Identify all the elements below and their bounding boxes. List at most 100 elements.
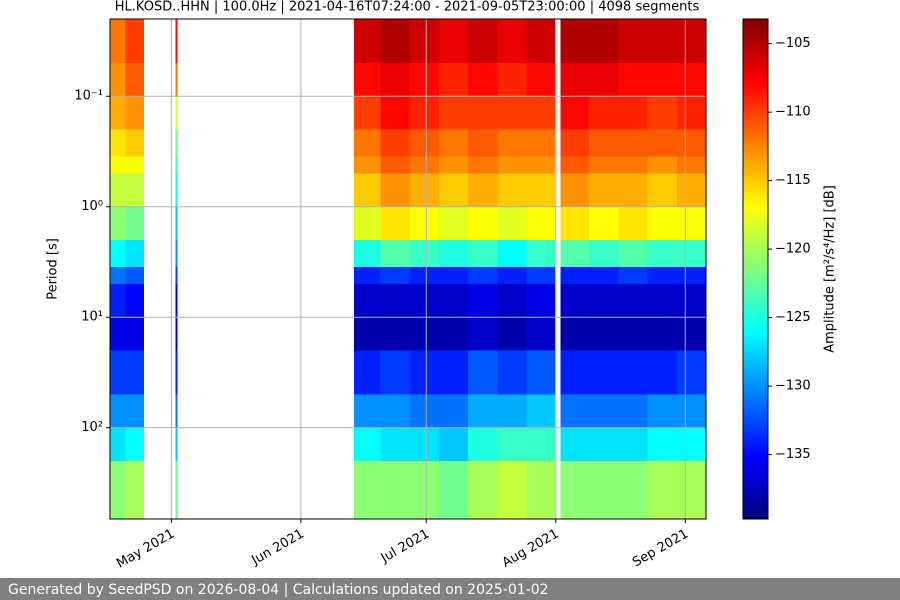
heatmap bbox=[110, 19, 706, 519]
heatmap-cell bbox=[380, 62, 410, 97]
heatmap-cell bbox=[438, 350, 469, 395]
heatmap-cell bbox=[380, 19, 410, 63]
heatmap-cell bbox=[438, 460, 469, 519]
heatmap-cell bbox=[175, 156, 178, 174]
heatmap-cell bbox=[589, 156, 619, 174]
heatmap-cell bbox=[676, 283, 706, 318]
heatmap-cell bbox=[125, 206, 145, 240]
heatmap-cell bbox=[526, 173, 556, 207]
heatmap-cell bbox=[589, 427, 619, 461]
heatmap-cell bbox=[468, 350, 498, 395]
heatmap-cell bbox=[618, 427, 648, 461]
heatmap-cell bbox=[380, 350, 410, 395]
heatmap-cell bbox=[380, 129, 410, 157]
heatmap-cell bbox=[409, 460, 439, 519]
heatmap-cell bbox=[647, 427, 677, 461]
x-tick-label: Aug 2021 bbox=[500, 527, 562, 571]
heatmap-cell bbox=[589, 129, 619, 157]
heatmap-cell bbox=[125, 96, 145, 130]
heatmap-cell bbox=[409, 350, 439, 395]
heatmap-cell bbox=[125, 394, 145, 428]
heatmap-cell bbox=[468, 206, 498, 240]
heatmap-cell bbox=[560, 96, 590, 130]
heatmap-cell bbox=[647, 317, 677, 351]
heatmap-cell bbox=[409, 206, 439, 240]
heatmap-cell bbox=[438, 156, 469, 174]
heatmap-cell bbox=[125, 317, 145, 351]
footer-bar bbox=[0, 578, 900, 600]
heatmap-cell bbox=[560, 394, 590, 428]
heatmap-cell bbox=[676, 173, 706, 207]
heatmap-cell bbox=[676, 460, 706, 519]
heatmap-cell bbox=[618, 129, 648, 157]
heatmap-cell bbox=[618, 394, 648, 428]
colorbar bbox=[742, 18, 769, 520]
heatmap-cell bbox=[468, 62, 498, 97]
heatmap-cell bbox=[676, 19, 706, 63]
heatmap-cell bbox=[353, 19, 381, 63]
heatmap-cell bbox=[380, 460, 410, 519]
heatmap-cell bbox=[353, 283, 381, 318]
heatmap-cell bbox=[468, 96, 498, 130]
heatmap-cell bbox=[497, 19, 527, 63]
heatmap-cell bbox=[409, 62, 439, 97]
heatmap-cell bbox=[618, 239, 648, 267]
heatmap-cell bbox=[438, 96, 469, 130]
heatmap-cell bbox=[468, 173, 498, 207]
heatmap-cell bbox=[353, 96, 381, 130]
heatmap-cell bbox=[647, 156, 677, 174]
heatmap-cell bbox=[175, 394, 178, 428]
heatmap-cell bbox=[468, 266, 498, 284]
heatmap-cell bbox=[497, 96, 527, 130]
heatmap-cell bbox=[353, 173, 381, 207]
heatmap-cell bbox=[497, 62, 527, 97]
heatmap-cell bbox=[589, 19, 619, 63]
heatmap-cell bbox=[560, 129, 590, 157]
heatmap-cell bbox=[497, 350, 527, 395]
colorbar-tick-label: −115 bbox=[775, 173, 811, 188]
y-axis-label: Period [s] bbox=[46, 238, 61, 300]
heatmap-cell bbox=[618, 283, 648, 318]
heatmap-cell bbox=[438, 173, 469, 207]
heatmap-cell bbox=[110, 350, 126, 395]
heatmap-cell bbox=[110, 317, 126, 351]
heatmap-cell bbox=[409, 156, 439, 174]
heatmap-cell bbox=[618, 206, 648, 240]
heatmap-cell bbox=[409, 129, 439, 157]
heatmap-cell bbox=[647, 129, 677, 157]
heatmap-cell bbox=[175, 206, 178, 240]
heatmap-cell bbox=[125, 156, 145, 174]
heatmap-cell bbox=[526, 394, 556, 428]
heatmap-cell bbox=[497, 427, 527, 461]
heatmap-cell bbox=[409, 19, 439, 63]
heatmap-cell bbox=[468, 317, 498, 351]
heatmap-cell bbox=[676, 206, 706, 240]
heatmap-cell bbox=[468, 19, 498, 63]
heatmap-cell bbox=[175, 266, 178, 284]
heatmap-cell bbox=[468, 156, 498, 174]
heatmap-cell bbox=[353, 427, 381, 461]
heatmap-cell bbox=[110, 156, 126, 174]
heatmap-cell bbox=[110, 96, 126, 130]
footer-text: Generated by SeedPSD on 2026-08-04 | Cal… bbox=[8, 582, 549, 598]
heatmap-cell bbox=[380, 206, 410, 240]
heatmap-cell bbox=[589, 96, 619, 130]
heatmap-cell bbox=[560, 206, 590, 240]
heatmap-cell bbox=[497, 239, 527, 267]
heatmap-cell bbox=[125, 350, 145, 395]
heatmap-cell bbox=[676, 266, 706, 284]
heatmap-cell bbox=[497, 317, 527, 351]
heatmap-cell bbox=[647, 62, 677, 97]
heatmap-cell bbox=[676, 96, 706, 130]
heatmap-cell bbox=[110, 239, 126, 267]
heatmap-cell bbox=[110, 266, 126, 284]
x-tick-label: Jul 2021 bbox=[378, 527, 432, 567]
colorbar-tick-label: −120 bbox=[775, 242, 811, 257]
heatmap-cell bbox=[353, 206, 381, 240]
y-tick-label: 10⁰ bbox=[81, 199, 103, 214]
heatmap-cell bbox=[647, 350, 677, 395]
heatmap-cell bbox=[353, 317, 381, 351]
heatmap-cell bbox=[560, 62, 590, 97]
heatmap-cell bbox=[526, 129, 556, 157]
